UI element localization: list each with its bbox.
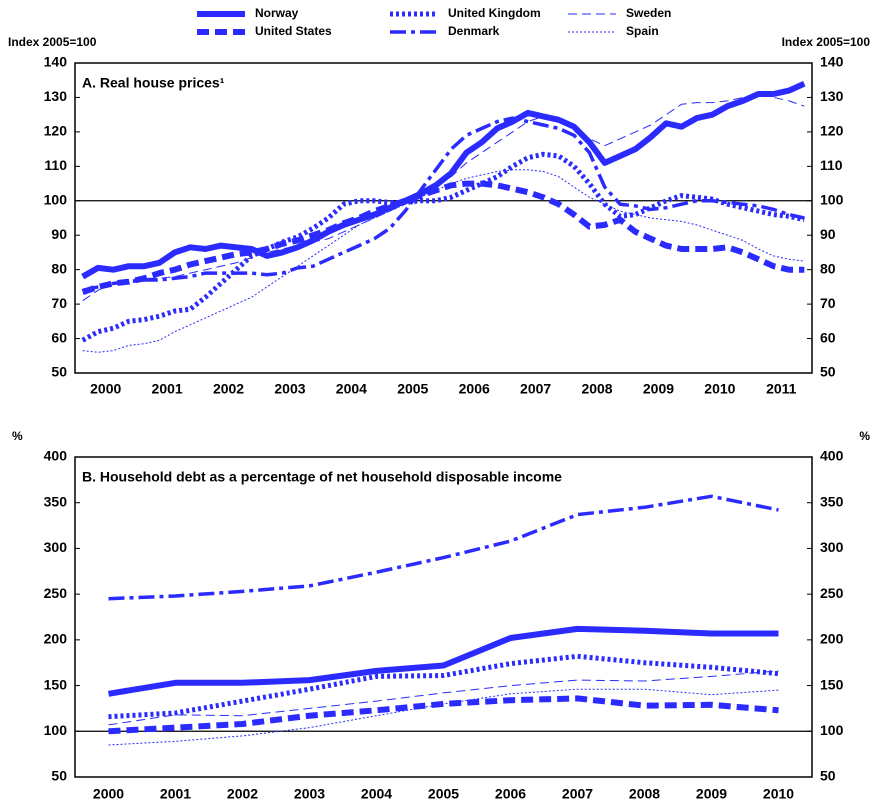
y2-tick-label: 150 bbox=[820, 676, 844, 692]
y2-tick-label: 70 bbox=[820, 295, 836, 311]
y-tick-label: 90 bbox=[51, 226, 67, 242]
series-line bbox=[82, 93, 805, 302]
y2-tick-label: 100 bbox=[820, 191, 844, 207]
y-tick-label: 200 bbox=[44, 631, 68, 647]
x-tick-label: 2001 bbox=[160, 786, 191, 801]
y-tick-label: 70 bbox=[51, 295, 67, 311]
x-tick-label: 2007 bbox=[562, 786, 593, 801]
y-tick-label: 120 bbox=[44, 123, 68, 139]
y-tick-label: 100 bbox=[44, 722, 68, 738]
x-tick-label: 2008 bbox=[629, 786, 660, 801]
y-tick-label: 50 bbox=[51, 364, 67, 380]
legend-label: Sweden bbox=[626, 6, 671, 20]
y-tick-label: 50 bbox=[51, 768, 67, 784]
y2-axis-label: % bbox=[859, 429, 870, 443]
x-tick-label: 2000 bbox=[90, 381, 121, 397]
plot-frame bbox=[74, 456, 813, 778]
series-line bbox=[108, 688, 779, 746]
y2-tick-label: 300 bbox=[820, 539, 844, 555]
x-tick-label: 2003 bbox=[294, 786, 325, 801]
y-axis-label: Index 2005=100 bbox=[8, 35, 97, 49]
x-tick-label: 2009 bbox=[696, 786, 727, 801]
y-tick-label: 110 bbox=[44, 157, 67, 173]
y2-tick-label: 350 bbox=[820, 493, 844, 509]
x-tick-label: 2009 bbox=[643, 381, 674, 397]
y2-axis-label: Index 2005=100 bbox=[782, 35, 871, 49]
series-line bbox=[108, 695, 779, 735]
x-tick-label: 2004 bbox=[336, 381, 367, 397]
y2-tick-label: 400 bbox=[820, 448, 844, 464]
y-tick-label: 350 bbox=[44, 493, 68, 509]
legend-label: United Kingdom bbox=[448, 6, 541, 20]
panel-title: A. Real house prices¹ bbox=[82, 75, 225, 91]
y-tick-label: 300 bbox=[44, 539, 68, 555]
y2-tick-label: 140 bbox=[820, 54, 844, 70]
x-tick-label: 2010 bbox=[763, 786, 794, 801]
y2-tick-label: 50 bbox=[820, 768, 836, 784]
x-tick-label: 2006 bbox=[495, 786, 526, 801]
x-tick-label: 2011 bbox=[766, 381, 797, 397]
x-tick-label: 2007 bbox=[520, 381, 551, 397]
series-line bbox=[108, 494, 779, 601]
y2-tick-label: 130 bbox=[820, 88, 844, 104]
x-tick-label: 2000 bbox=[93, 786, 124, 801]
y-tick-label: 150 bbox=[44, 676, 68, 692]
y-tick-label: 130 bbox=[44, 88, 68, 104]
legend-label: Spain bbox=[626, 24, 659, 38]
y2-tick-label: 250 bbox=[820, 585, 844, 601]
x-tick-label: 2001 bbox=[152, 381, 183, 397]
series-line bbox=[82, 169, 805, 353]
x-tick-label: 2005 bbox=[428, 786, 459, 801]
y2-tick-label: 60 bbox=[820, 329, 836, 345]
y-axis-label: % bbox=[12, 429, 23, 443]
series-line bbox=[108, 653, 779, 720]
y2-tick-label: 90 bbox=[820, 226, 836, 242]
legend-label: Denmark bbox=[448, 24, 500, 38]
y-tick-label: 60 bbox=[51, 329, 67, 345]
panel-title: B. Household debt as a percentage of net… bbox=[82, 469, 562, 485]
y2-tick-label: 50 bbox=[820, 364, 836, 380]
series-line bbox=[108, 625, 779, 697]
series-line bbox=[81, 80, 806, 280]
y2-tick-label: 110 bbox=[820, 157, 843, 173]
x-tick-label: 2002 bbox=[227, 786, 258, 801]
y-tick-label: 80 bbox=[51, 260, 67, 276]
legend-label: Norway bbox=[255, 6, 299, 20]
series-line bbox=[82, 116, 805, 293]
y2-tick-label: 120 bbox=[820, 123, 844, 139]
x-tick-label: 2010 bbox=[704, 381, 735, 397]
series-line bbox=[108, 670, 779, 726]
x-tick-label: 2008 bbox=[581, 381, 612, 397]
y-tick-label: 250 bbox=[44, 585, 68, 601]
x-tick-label: 2006 bbox=[459, 381, 490, 397]
x-tick-label: 2003 bbox=[274, 381, 305, 397]
x-tick-label: 2002 bbox=[213, 381, 244, 397]
y2-tick-label: 200 bbox=[820, 631, 844, 647]
series-line bbox=[81, 180, 805, 295]
y2-tick-label: 80 bbox=[820, 260, 836, 276]
y-tick-label: 400 bbox=[44, 448, 68, 464]
y-tick-label: 100 bbox=[44, 191, 68, 207]
x-tick-label: 2004 bbox=[361, 786, 392, 801]
y2-tick-label: 100 bbox=[820, 722, 844, 738]
plot-frame bbox=[74, 62, 813, 374]
y-tick-label: 140 bbox=[44, 54, 68, 70]
legend-label: United States bbox=[255, 24, 332, 38]
x-tick-label: 2005 bbox=[397, 381, 428, 397]
